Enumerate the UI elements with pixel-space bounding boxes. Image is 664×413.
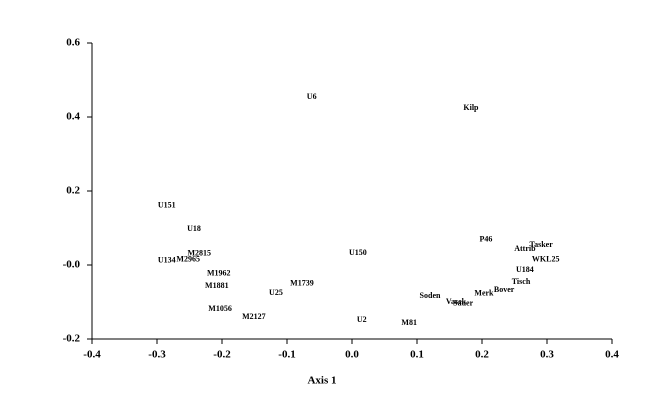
y-tick-label: 0.2 xyxy=(66,185,80,197)
point-label: M1881 xyxy=(205,281,229,290)
y-tick-label: -0.0 xyxy=(63,259,81,271)
x-tick-label: 0.3 xyxy=(540,349,554,361)
point-label: U6 xyxy=(307,92,317,101)
point-label: P46 xyxy=(479,235,492,244)
x-tick-label: 0.1 xyxy=(410,349,424,361)
point-label: M1739 xyxy=(290,279,314,288)
point-label: M2815 xyxy=(187,249,211,258)
point-label: U2 xyxy=(357,315,367,324)
x-tick-label: -0.1 xyxy=(278,349,295,361)
point-label: Kilp xyxy=(463,103,479,112)
point-label: M1056 xyxy=(208,304,232,313)
point-label: M1962 xyxy=(207,269,231,278)
point-label: M2127 xyxy=(242,312,266,321)
y-tick-label: 0.6 xyxy=(66,37,80,49)
y-tick-label: -0.2 xyxy=(63,333,81,345)
x-axis-label: Axis 1 xyxy=(307,375,336,387)
x-tick-label: 0.4 xyxy=(605,349,619,361)
x-tick-label: -0.4 xyxy=(83,349,101,361)
x-tick-label: -0.3 xyxy=(148,349,166,361)
point-label: M81 xyxy=(401,318,417,327)
point-label: U18 xyxy=(187,224,201,233)
x-tick-label: -0.2 xyxy=(213,349,231,361)
x-tick-label: 0.0 xyxy=(345,349,359,361)
point-label: Vasek xyxy=(446,297,467,306)
point-label: Attrib xyxy=(514,244,536,253)
point-label: U25 xyxy=(269,288,283,297)
point-label: U184 xyxy=(516,265,534,274)
point-label: Soden xyxy=(420,291,441,300)
y-tick-label: 0.4 xyxy=(66,111,80,123)
point-label: Bover xyxy=(494,285,515,294)
x-tick-label: 0.2 xyxy=(475,349,489,361)
point-label: Merk xyxy=(474,289,494,298)
point-label: M2965 xyxy=(176,255,200,264)
point-label: U150 xyxy=(349,248,367,257)
point-label: Sauer xyxy=(453,299,473,308)
point-label: Tasker xyxy=(530,240,554,249)
point-label: U151 xyxy=(158,201,176,210)
point-label: U134 xyxy=(158,255,176,264)
point-label: Tisch xyxy=(512,277,531,286)
point-label: WKL25 xyxy=(532,255,560,264)
